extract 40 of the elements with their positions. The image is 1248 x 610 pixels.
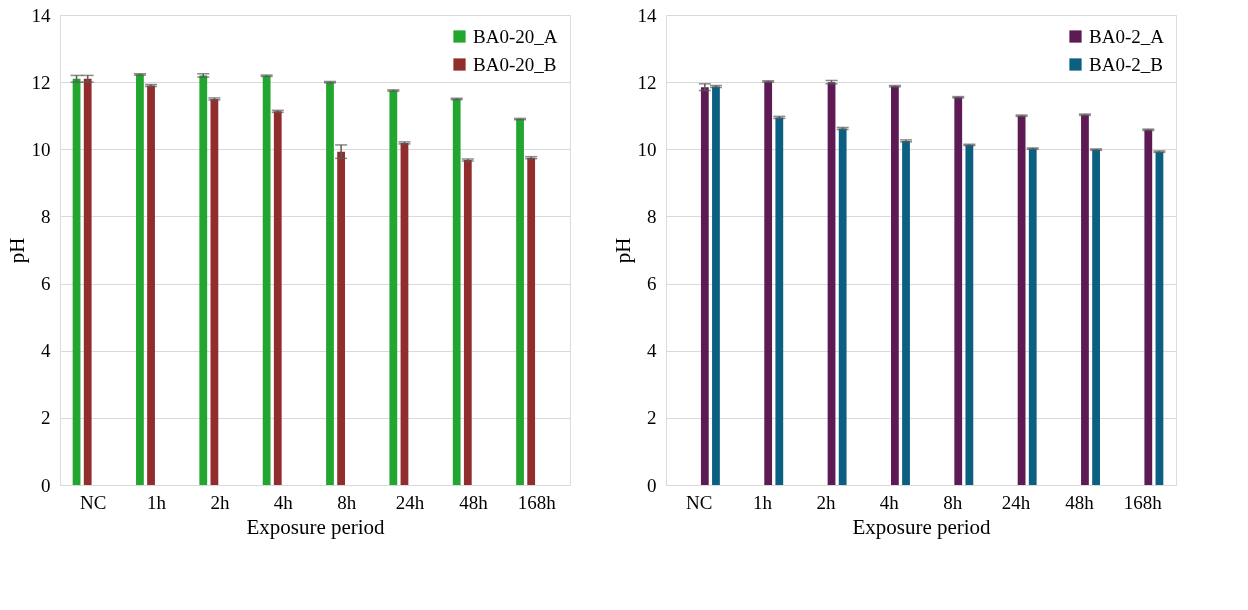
y-tick-label: 14 [637,4,657,26]
x-axis-title: Exposure period [246,514,386,539]
y-tick-label: 10 [637,138,657,160]
x-tick-label: NC [80,491,107,513]
x-tick-label: 2h [210,491,230,513]
x-tick-label: 48h [1065,491,1095,513]
legend-label: BA0-2_A [1089,25,1165,47]
y-tick-label: 4 [647,340,657,362]
y-tick-label: 12 [637,71,657,93]
x-tick-label: 2h [816,491,836,513]
x-tick-label: 8h [943,491,963,513]
y-tick-label: 12 [31,71,51,93]
x-tick-label: 1h [147,491,167,513]
x-tick-label: 168h [1123,491,1163,513]
x-tick-label: 1h [753,491,773,513]
y-tick-label: 10 [31,138,51,160]
x-tick-label: 48h [459,491,489,513]
y-tick-label: 2 [41,407,51,429]
x-tick-label: 168h [517,491,557,513]
y-tick-label: 14 [31,4,51,26]
y-tick-label: 8 [647,205,657,227]
y-axis-title: pH [610,237,635,264]
x-axis-title: Exposure period [852,514,992,539]
y-axis-title: pH [4,237,29,264]
y-tick-label: 4 [41,340,51,362]
x-tick-label: NC [686,491,713,513]
legend-label: BA0-20_A [473,25,558,47]
y-tick-label: 6 [647,273,657,295]
x-tick-label: 4h [273,491,294,513]
y-tick-label: 2 [647,407,657,429]
y-tick-label: 0 [41,474,51,496]
x-tick-label: 8h [337,491,357,513]
y-tick-label: 8 [41,205,51,227]
y-tick-label: 6 [41,273,51,295]
x-tick-label: 24h [1001,491,1031,513]
x-tick-label: 24h [395,491,425,513]
x-tick-label: 4h [879,491,900,513]
y-tick-label: 0 [647,474,657,496]
legend-label: BA0-2_B [1089,53,1163,75]
legend-label: BA0-20_B [473,53,557,75]
